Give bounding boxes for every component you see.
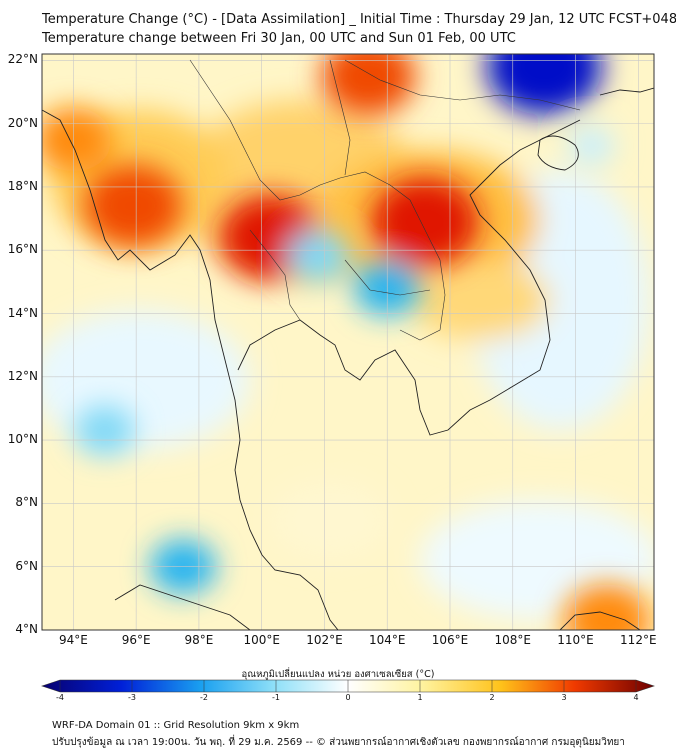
colorbar-title: อุณหภูมิเปลี่ยนแปลง หน่วย องศาเซลเซียส (… <box>241 669 435 680</box>
lon-tick-label: 110°E <box>557 633 594 647</box>
colorbar-tick-label: 0 <box>345 693 351 702</box>
lat-tick-label: 22°N <box>7 52 38 67</box>
cool-anomaly <box>567 126 615 166</box>
lat-tick-label: 6°N <box>15 558 38 573</box>
colorbar-tick-label: 1 <box>417 693 423 702</box>
cool-anomaly <box>287 230 350 283</box>
warm-anomaly <box>321 54 416 116</box>
warm-anomaly <box>83 164 183 247</box>
map-frame <box>41 53 655 631</box>
lat-tick-label: 16°N <box>7 242 38 257</box>
lat-tick-label: 14°N <box>7 305 38 320</box>
colorbar-tick-label: 3 <box>561 693 567 702</box>
chart-subtitle: Temperature change between Fri 30 Jan, 0… <box>42 31 516 46</box>
cool-anomaly <box>75 405 135 456</box>
lat-tick-label: 8°N <box>15 495 38 510</box>
lon-tick-label: 94°E <box>58 633 88 647</box>
footer-update-info: ปรับปรุงข้อมูล ณ เวลา 19:00น. วัน พฤ. ที… <box>52 737 625 748</box>
lon-tick-label: 96°E <box>121 633 151 647</box>
lat-tick-label: 10°N <box>7 432 38 447</box>
colorbar-tick-label: 2 <box>489 693 495 702</box>
lon-tick-label: 104°E <box>368 633 406 647</box>
warm-anomaly <box>563 584 651 630</box>
colorbar-tick-label: -2 <box>200 693 208 702</box>
graticule <box>42 54 654 630</box>
country-borders <box>189 59 581 341</box>
lon-tick-label: 106°E <box>431 633 469 647</box>
lat-tick-label: 20°N <box>7 115 38 130</box>
cool-anomaly <box>486 54 602 115</box>
chart-title: Temperature Change (°C) - [Data Assimila… <box>42 12 676 27</box>
lon-tick-label: 108°E <box>494 633 532 647</box>
lon-tick-label: 100°E <box>243 633 280 647</box>
lon-tick-label: 112°E <box>620 633 657 647</box>
colorbar <box>41 679 655 693</box>
lon-tick-label: 102°E <box>306 633 343 647</box>
colorbar-tick-label: -1 <box>272 693 280 702</box>
colorbar-tick-label: -4 <box>56 693 64 702</box>
lon-tick-label: 98°E <box>184 633 214 647</box>
lat-tick-label: 12°N <box>7 368 38 383</box>
coastlines <box>42 87 654 630</box>
footer-model-info: WRF-DA Domain 01 :: Grid Resolution 9km … <box>52 720 300 731</box>
warm-anomaly <box>371 177 479 267</box>
colorbar-tick-label: 4 <box>633 693 639 702</box>
lat-tick-label: 4°N <box>15 622 38 636</box>
anomaly-spots <box>42 54 651 630</box>
lat-tick-label: 18°N <box>7 178 38 193</box>
colorbar-tick-label: -3 <box>128 693 136 702</box>
